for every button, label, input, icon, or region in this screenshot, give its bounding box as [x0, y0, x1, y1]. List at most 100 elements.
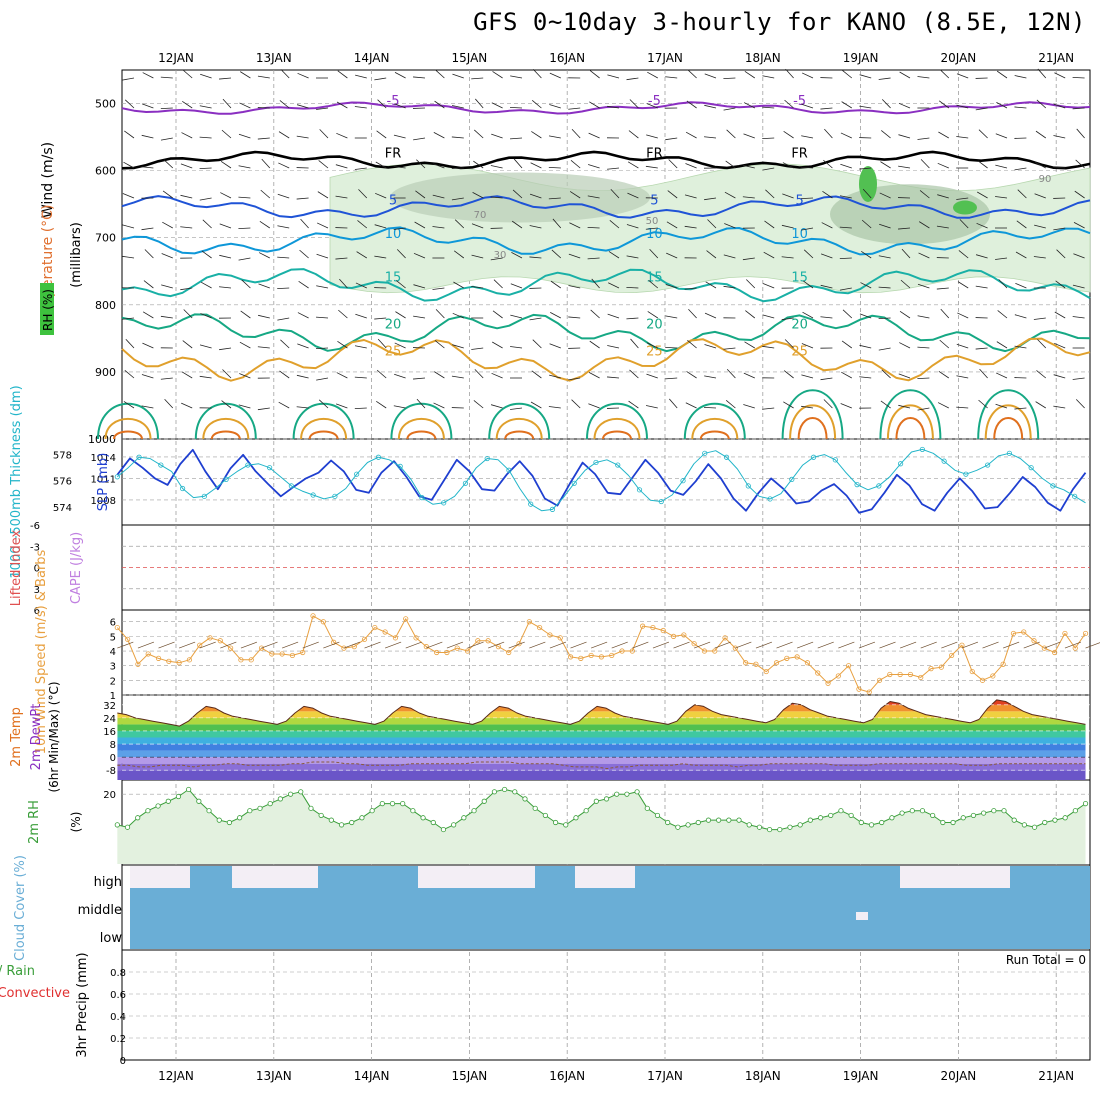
rh-2m-point [114, 822, 120, 828]
wind-barb [376, 369, 387, 379]
wind-barb [396, 280, 406, 289]
wind-speed-point [598, 654, 605, 660]
wind-barb [917, 315, 930, 319]
isotherm-label: 10 [791, 227, 808, 242]
panel-frame-4 [121, 609, 1091, 696]
rh-2m-point [797, 822, 803, 828]
rh-2m-point [593, 798, 599, 804]
surface-wind-barb [776, 641, 793, 649]
wind-barb [725, 399, 736, 409]
surface-wind-barb [570, 641, 587, 649]
diurnal-isotherm [781, 389, 844, 440]
wind-barb [549, 374, 561, 379]
diurnal-isotherm [879, 389, 942, 440]
rh-2m-point [828, 812, 834, 819]
temperature-band [117, 744, 1086, 751]
wind-tick-label: 4 [110, 647, 116, 658]
wind-barb [490, 257, 503, 261]
wind-barb [296, 135, 309, 139]
wind-barb [568, 253, 581, 259]
wind-barb [628, 400, 639, 409]
wind-barb [435, 69, 445, 79]
wind-barb [296, 104, 309, 109]
wind-barb [142, 72, 154, 79]
wind-barb [356, 251, 368, 259]
lifted-tick-label: -6 [30, 521, 40, 532]
wind-barb [626, 317, 639, 320]
wind-barb [646, 103, 658, 109]
wind-speed-point [897, 671, 903, 678]
wind-barb [940, 308, 950, 319]
wind-barb [124, 130, 135, 139]
wind-barb [358, 189, 368, 199]
wind-barb [1014, 345, 1027, 349]
wind-barb [141, 134, 154, 139]
surface-wind-barb [941, 641, 958, 649]
wind-barb [453, 250, 465, 259]
surface-wind-barb [797, 641, 814, 649]
diurnal-isotherm [789, 404, 837, 440]
diurnal-isotherm [406, 430, 437, 440]
isotherm-label: 5 [650, 194, 658, 209]
wind-barb [665, 76, 678, 79]
wind-speed-point [588, 652, 594, 659]
wind-barb [665, 137, 678, 141]
rh-2m-point [1082, 801, 1089, 807]
wind-barb [277, 225, 290, 229]
wind-barb [726, 129, 736, 139]
wind-barb [995, 133, 1008, 139]
thickness-point [549, 506, 556, 512]
wind-barb [510, 314, 523, 319]
wind-barb [549, 343, 561, 349]
temperature-band [117, 763, 1086, 771]
wind-barb [801, 405, 814, 409]
wind-barb [141, 166, 154, 169]
wind-barb [609, 219, 620, 229]
surface-wind-barb [446, 641, 464, 649]
wind-barb [199, 105, 212, 109]
wind-barb [746, 279, 756, 289]
wind-barb [607, 105, 620, 109]
wind-barb [182, 69, 193, 79]
wind-barb [839, 287, 852, 291]
wind-barb [1053, 135, 1066, 139]
wind-speed-point [341, 645, 347, 651]
wind-barb [510, 346, 523, 349]
wind-barb [762, 314, 775, 319]
isotherm-label: FR [791, 147, 808, 162]
wind-barb [219, 286, 232, 289]
wind-barb [937, 194, 949, 199]
wind-barb [917, 377, 930, 380]
wind-speed-point [784, 655, 790, 661]
wind-barb [588, 164, 600, 169]
wind-barb [859, 376, 872, 379]
rh-2m-point [1011, 817, 1017, 823]
wind-barb [222, 369, 232, 379]
wind-barb [239, 373, 251, 379]
wind-barb [451, 375, 464, 379]
surface-wind-barb [488, 641, 505, 649]
wind-barb [704, 344, 717, 349]
wind-barb [687, 339, 697, 349]
wind-barb [513, 158, 523, 169]
wind-barb [374, 224, 387, 229]
cloud-cover-gap [418, 866, 535, 888]
wind-barb [180, 226, 193, 229]
wind-barb [122, 255, 135, 259]
lifted-axis-label: Lifted Index [9, 529, 24, 606]
temp-tick-label: 16 [103, 727, 116, 738]
wind-barb [723, 107, 736, 111]
wind-barb [589, 340, 600, 349]
wind-speed-point [567, 654, 574, 660]
diurnal-isotherm [488, 402, 551, 440]
surface-wind-barb [611, 641, 628, 649]
wind-barb [645, 165, 658, 169]
wind-barb [296, 374, 309, 379]
rh-2m-point [1062, 815, 1068, 821]
wind-barb [1014, 407, 1027, 410]
wind-barb [374, 77, 387, 81]
diurnal-isotherm [113, 430, 143, 440]
thickness-point [680, 478, 686, 484]
wind-barb [279, 100, 290, 109]
wind-barb [1054, 72, 1066, 79]
